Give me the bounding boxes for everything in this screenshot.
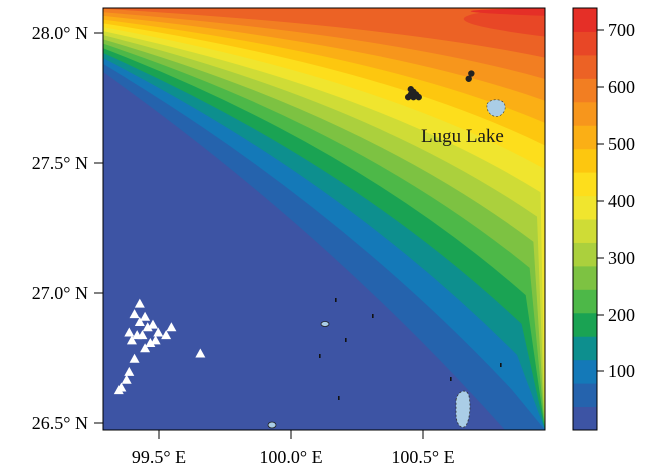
- y-axis: 28.0° N 27.5° N 27.0° N 26.5° N: [32, 23, 103, 433]
- lake-polygons: [267, 99, 506, 429]
- lat-tick-label: 26.5° N: [32, 413, 88, 433]
- colorbar-tick-label: 500: [608, 134, 635, 154]
- site-marker-triangle: [161, 330, 172, 340]
- site-marker-triangle: [147, 319, 158, 329]
- colorbar-band: [573, 172, 597, 197]
- map-frame: [102, 7, 546, 431]
- site-marker-triangle: [126, 335, 137, 345]
- lon-tick-label: 99.5° E: [132, 447, 186, 467]
- site-marker-triangle: [166, 322, 177, 332]
- lake-polygon: [338, 396, 340, 400]
- site-marker-triangle: [140, 343, 151, 353]
- colorbar-band: [573, 8, 597, 32]
- lon-tick-label: 100.5° E: [391, 447, 454, 467]
- site-marker-triangle: [124, 366, 135, 376]
- colorbar-tick-label: 300: [608, 248, 635, 268]
- lake-polygon: [320, 321, 330, 327]
- contour-bands: [103, 8, 545, 430]
- site-marker-triangle: [137, 330, 148, 340]
- lat-tick-label: 28.0° N: [32, 23, 88, 43]
- colorbar-band: [573, 312, 597, 337]
- colorbar-tick-label: 100: [608, 361, 635, 381]
- colorbar-band: [573, 265, 597, 290]
- colorbar-band: [573, 359, 597, 384]
- lat-tick-label: 27.0° N: [32, 283, 88, 303]
- site-marker-triangle: [134, 317, 145, 327]
- lake-polygon: [455, 390, 471, 428]
- contour-band: [470, 8, 545, 16]
- contour-band: [103, 8, 545, 58]
- colorbar-tick-label: 700: [608, 20, 635, 40]
- colorbar-band: [573, 383, 597, 408]
- site-marker-triangle: [121, 374, 132, 384]
- site-marker-dot: [415, 93, 422, 101]
- site-marker-triangle: [116, 382, 127, 392]
- colorbar-bands: [573, 8, 597, 431]
- colorbar-band: [573, 219, 597, 243]
- lugu-lake-label: Lugu Lake: [421, 126, 504, 147]
- site-markers: [113, 70, 475, 395]
- site-marker-dot: [468, 70, 475, 77]
- map-plot-area: [103, 8, 545, 430]
- colorbar-band: [573, 54, 597, 79]
- x-axis: 99.5° E 100.0° E 100.5° E: [132, 430, 455, 467]
- colorbar-frame: [572, 7, 598, 431]
- site-marker-dot: [465, 75, 472, 82]
- colorbar-band: [573, 125, 597, 150]
- lake-polygon: [500, 363, 502, 367]
- lake-polygon: [267, 421, 277, 429]
- lon-tick-label: 100.0° E: [259, 447, 322, 467]
- site-marker-triangle: [150, 335, 161, 345]
- colorbar-tick-label: 600: [608, 77, 635, 97]
- site-marker-triangle: [145, 338, 156, 348]
- colorbar-band: [573, 406, 597, 431]
- colorbar-band: [573, 336, 597, 361]
- colorbar-band: [573, 31, 597, 56]
- colorbar: 100 200 300 400 500 600 700: [572, 7, 635, 431]
- colorbar-band: [573, 195, 597, 220]
- site-marker-triangle: [140, 311, 151, 321]
- site-marker-triangle: [142, 322, 153, 332]
- lake-polygon: [450, 377, 452, 381]
- contour-band: [103, 8, 545, 430]
- site-marker-triangle: [134, 298, 145, 308]
- colorbar-band: [573, 101, 597, 126]
- colorbar-tick-label: 200: [608, 305, 635, 325]
- colorbar-band: [573, 148, 597, 173]
- contour-band: [463, 8, 545, 37]
- colorbar-band: [573, 242, 597, 267]
- colorbar-band: [573, 78, 597, 103]
- lake-polygon: [335, 298, 337, 302]
- site-marker-triangle: [129, 353, 140, 363]
- site-marker-triangle: [129, 309, 140, 319]
- colorbar-band: [573, 289, 597, 314]
- lake-polygon: [345, 338, 347, 342]
- lake-polygon: [486, 99, 506, 117]
- lat-tick-label: 27.5° N: [32, 153, 88, 173]
- site-marker-dot: [407, 86, 415, 93]
- site-marker-triangle: [124, 327, 135, 337]
- colorbar-tick-label: 400: [608, 191, 635, 211]
- site-marker-triangle: [195, 348, 206, 358]
- colorbar-ticks: 100 200 300 400 500 600 700: [597, 20, 635, 381]
- site-marker-triangle: [153, 327, 164, 337]
- lake-polygon: [372, 314, 374, 318]
- lake-polygon: [319, 354, 321, 358]
